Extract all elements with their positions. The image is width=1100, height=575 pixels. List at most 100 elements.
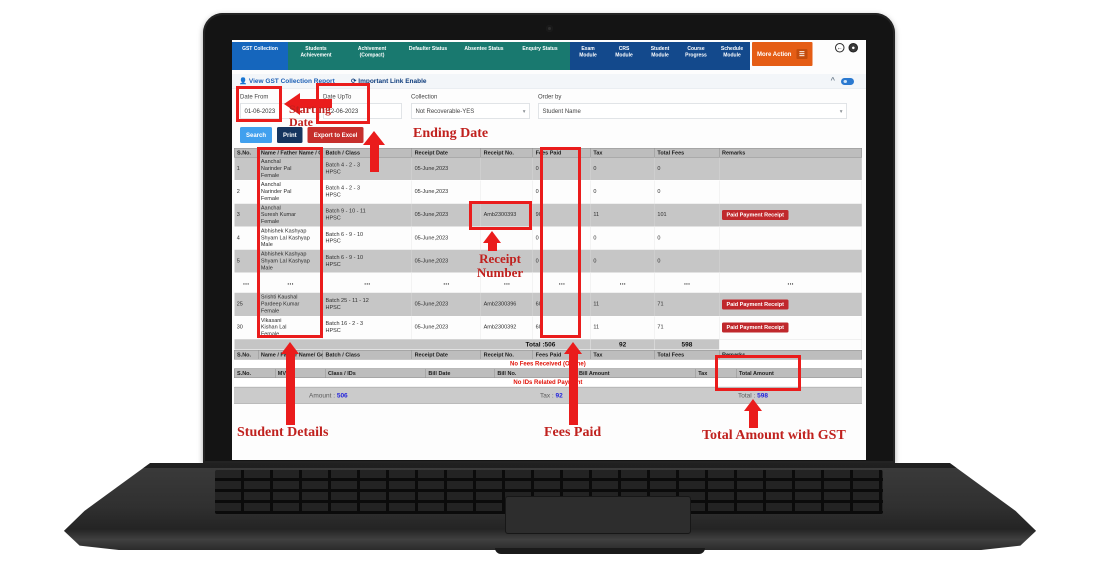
menu-icon: ☰ <box>796 49 808 59</box>
table-header-row: S.No.Name / Father Name / GenderBatch / … <box>234 148 862 158</box>
column-header: Name / Father Name / Gender <box>257 148 323 158</box>
no-ids-message: No IDs Related Payment <box>234 377 862 387</box>
no-ids-message-row: No IDs Related Payment <box>234 377 862 387</box>
summary-amount: Amount : 506 <box>309 392 348 400</box>
cell-fees-paid: 0 <box>532 157 591 181</box>
trackpad <box>505 496 691 534</box>
screen: GST Collection Students Achievement Achive… <box>232 40 866 460</box>
column-header: Tax <box>590 148 655 158</box>
toggle-pill-icon[interactable] <box>841 78 854 85</box>
module-tab-3[interactable]: Course Progress <box>685 46 707 58</box>
nav-tab-2[interactable]: Achivement (Compact) <box>357 46 387 58</box>
cell-sno: 4 <box>234 226 259 251</box>
order-by-value: Student Name <box>542 107 581 115</box>
table-row: 3 Aanchal Suresh Kumar Female Batch 9 - 10 -… <box>234 203 862 227</box>
module-tab-0[interactable]: Exam Module <box>579 46 597 58</box>
paid-payment-receipt-button[interactable]: Paid Payment Receipt <box>722 210 789 221</box>
collection-select[interactable]: Not Recoverable-YES ▾ <box>411 103 530 119</box>
column-header: S.No. <box>234 148 259 158</box>
total-label: Total : <box>738 391 756 400</box>
cell-fees-paid: 0 <box>532 226 591 251</box>
paid-payment-receipt-button[interactable]: Paid Payment Receipt <box>722 322 789 333</box>
module-tab-4[interactable]: Schedule Module <box>720 46 744 58</box>
column-header: Tax <box>695 368 737 378</box>
cell-fees-paid: 60 <box>532 292 591 317</box>
total-fees-paid: Total :506 <box>234 339 591 351</box>
laptop-notch <box>495 548 705 554</box>
column-header: Receipt Date <box>411 350 482 360</box>
nav-tab-1[interactable]: Students Achievement <box>300 46 332 58</box>
cell-tax: 0 <box>590 249 655 274</box>
cell-tax: 11 <box>590 203 655 227</box>
ellipsis-cell: ... <box>654 272 720 294</box>
date-from-input[interactable] <box>240 103 320 119</box>
cell-receipt-no: Amb2300393 <box>480 203 534 227</box>
power-icon[interactable]: ● <box>848 43 858 53</box>
nav-tab-0[interactable]: GST Collection <box>232 42 288 70</box>
order-by-label: Order by <box>538 93 562 100</box>
collection-table: S.No.Name / Father Name / GenderBatch / … <box>234 148 862 351</box>
cell-total-fees: 0 <box>654 180 720 204</box>
cell-remarks: Paid Payment Receipt <box>719 292 862 317</box>
order-by-select[interactable]: Student Name ▾ <box>538 103 847 119</box>
column-header: Fees Paid <box>532 148 591 158</box>
table-row: 4 Abhishek Kashyap Shyam Lal Kashyap Male Ba… <box>234 226 862 251</box>
table-row: 2 Aanchal Narinder Pal Female Batch 4 - 2 - … <box>234 180 862 204</box>
cell-fees-paid: 0 <box>532 180 591 204</box>
paid-payment-receipt-button[interactable]: Paid Payment Receipt <box>722 299 789 310</box>
ellipsis-cell: ... <box>480 272 534 294</box>
cell-batch: Batch 16 - 2 - 3 HPSC <box>322 316 413 340</box>
view-report-link[interactable]: 👤 View GST Collection Report <box>239 77 335 85</box>
module-tab-1[interactable]: CRS Module <box>615 46 633 58</box>
column-header: Fees Paid <box>532 350 591 360</box>
export-excel-button[interactable]: Export to Excel <box>307 127 364 143</box>
column-header: Bill No. <box>494 368 577 378</box>
column-header: Receipt Date <box>411 148 482 158</box>
cell-fees-paid: 0 <box>532 249 591 274</box>
cell-receipt-no: Amb2300392 <box>480 316 534 340</box>
important-link[interactable]: ⟳ Important Link Enable <box>351 77 427 85</box>
column-header: Remarks <box>719 148 862 158</box>
cell-name: Aanchal Suresh Kumar Female <box>258 203 323 227</box>
cell-receipt-no: Amb2300396 <box>480 292 534 317</box>
cell-batch: Batch 25 - 11 - 12 HPSC <box>322 292 413 317</box>
cell-total-fees: 101 <box>654 203 720 227</box>
table-row: 30 Vikasani Kishan Lal Female Batch 16 - 2 -… <box>234 316 862 340</box>
cell-receipt-no <box>480 157 534 181</box>
total-row: Total :506 92 598 <box>234 339 862 351</box>
tax-value: 92 <box>555 391 563 400</box>
cell-remarks: Paid Payment Receipt <box>719 316 862 340</box>
total-value: 598 <box>757 391 769 400</box>
collapse-caret-icon[interactable]: ^ <box>830 76 835 85</box>
total-tax: 92 <box>590 339 655 351</box>
cell-remarks: Paid Payment Receipt <box>719 203 862 227</box>
left-tab-bar: GST Collection Students Achievement Achive… <box>232 42 570 70</box>
cell-receipt-date: 05-June,2023 <box>411 203 482 227</box>
ellipsis-cell: ... <box>411 272 482 294</box>
table-row: 5 Abhishek Kashyap Shyam Lal Kashyap Male Ba… <box>234 249 862 274</box>
module-tab-2[interactable]: Student Module <box>650 46 670 58</box>
column-header: Tax <box>590 350 655 360</box>
column-header: Bill Amount <box>575 368 696 378</box>
cell-name: Vikasani Kishan Lal Female <box>258 316 323 340</box>
nav-tab-5[interactable]: Enquiry Status <box>522 46 558 52</box>
print-button[interactable]: Print <box>277 127 303 143</box>
cell-total-fees: 0 <box>654 157 720 181</box>
search-button[interactable]: Search <box>240 127 273 143</box>
column-header: Total Fees <box>654 350 720 360</box>
column-header: Name / Father Name/ Gender <box>257 350 323 360</box>
nav-tab-4[interactable]: Absentee Status <box>464 46 504 52</box>
online-fees-header-row: S.No.Name / Father Name/ GenderBatch / C… <box>234 350 862 360</box>
total-remarks-empty <box>719 339 862 351</box>
tax-label: Tax : <box>540 391 554 400</box>
date-upto-input[interactable] <box>323 103 402 119</box>
ellipsis-cell: ... <box>532 272 591 294</box>
cell-remarks <box>719 157 862 181</box>
amount-label: Amount : <box>309 391 336 400</box>
laptop-base <box>63 463 1037 550</box>
nav-tab-3[interactable]: Defaulter Status <box>408 46 448 52</box>
cell-name: Abhishek Kashyap Shyam Lal Kashyap Male <box>258 226 323 251</box>
column-header: Class / IDs <box>324 368 426 378</box>
more-action-button[interactable]: More Action ☰ <box>752 42 813 66</box>
back-icon[interactable]: ← <box>835 43 845 53</box>
